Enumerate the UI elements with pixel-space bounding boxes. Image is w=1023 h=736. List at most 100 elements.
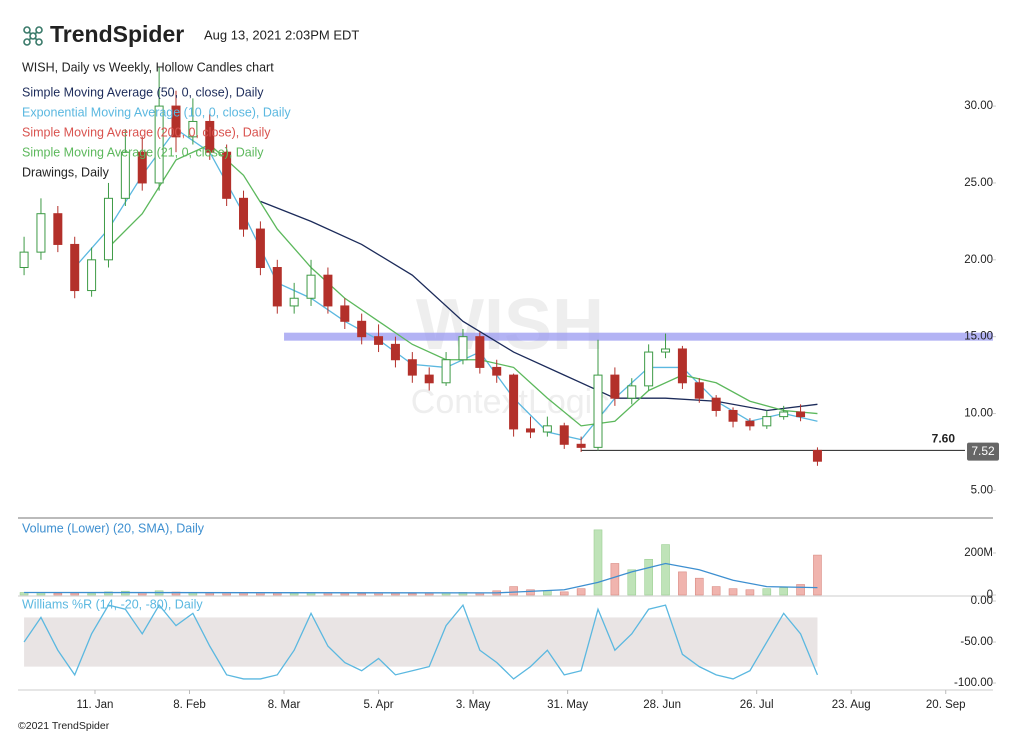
y-tick-label: 30.00 <box>964 100 993 112</box>
candle-body <box>357 320 367 338</box>
resistance-zone <box>284 332 993 341</box>
price-tag <box>967 442 999 461</box>
candle-body <box>171 105 181 138</box>
volume-bar <box>627 569 637 596</box>
y-tick-label: 0.00 <box>971 595 993 607</box>
volume-bar <box>53 593 63 596</box>
x-tick-label: 3. May <box>456 699 491 711</box>
candle-body <box>576 443 586 448</box>
candle-body <box>627 385 637 399</box>
candle-body <box>154 105 164 184</box>
candle-body <box>374 336 384 345</box>
legend-entry: Simple Moving Average (50, 0, close), Da… <box>22 85 264 99</box>
candle-body <box>796 411 806 418</box>
y-tick-label: 10.00 <box>964 408 993 420</box>
volume-bar <box>661 544 670 596</box>
candle-body <box>188 120 198 138</box>
candle-body <box>779 411 789 418</box>
candle-body <box>812 449 822 462</box>
candle-body <box>694 382 704 399</box>
volume-bar <box>576 588 586 596</box>
candle-body <box>441 359 451 384</box>
volume-bar <box>779 587 788 596</box>
volume-bar <box>559 591 569 596</box>
candle-body <box>593 374 603 448</box>
volume-bar <box>340 593 350 596</box>
volume-bar <box>205 592 215 596</box>
candle-body <box>70 243 80 292</box>
candle-body <box>222 151 232 199</box>
y-tick-label: -100.00 <box>954 677 993 689</box>
legend-entry: Drawings, Daily <box>22 165 110 179</box>
level-label: 7.60 <box>932 432 956 446</box>
volume-bar <box>610 563 620 596</box>
legend-entry: Williams %R (14, -20, -80), Daily <box>22 597 203 611</box>
y-tick-label: -50.00 <box>960 636 993 648</box>
candle-body <box>120 151 130 199</box>
volume-bar <box>796 584 805 596</box>
x-tick-label: 26. Jul <box>740 699 774 711</box>
candle-body <box>711 397 721 411</box>
candle-body <box>559 425 569 445</box>
candle-body <box>272 267 282 307</box>
indicator-line <box>260 200 818 412</box>
candle-body <box>458 336 468 361</box>
volume-bar <box>357 593 366 596</box>
candle-body <box>475 336 485 368</box>
volume-bar <box>644 558 653 596</box>
candle-body <box>542 425 552 433</box>
overbought-oversold-band <box>24 617 818 667</box>
x-tick-label: 8. Feb <box>173 699 206 711</box>
candle-body <box>137 151 147 184</box>
y-tick-label: 15.00 <box>964 331 993 343</box>
logo <box>23 26 43 46</box>
volume-bar <box>408 593 417 596</box>
y-tick-label: 200M <box>964 547 993 559</box>
y-tick-label: 5.00 <box>971 484 993 496</box>
volume-bar <box>711 586 721 596</box>
candle-body <box>239 197 249 230</box>
legend-entry: Volume (Lower) (20, SMA), Daily <box>22 521 205 535</box>
volume-bar <box>70 592 80 596</box>
candle-body <box>289 297 299 307</box>
candle-body <box>323 274 333 307</box>
candle-body <box>103 197 113 261</box>
legend-entry: Simple Moving Average (200, 0, close), D… <box>22 125 271 139</box>
volume-bar <box>813 554 822 596</box>
volume-bar <box>289 593 299 596</box>
y-tick-label: 25.00 <box>964 177 993 189</box>
candle-body <box>19 251 29 269</box>
volume-bar <box>745 589 755 596</box>
candle-body <box>255 228 265 269</box>
volume-bar <box>36 592 46 596</box>
x-tick-label: 28. Jun <box>643 699 681 711</box>
candle-body <box>340 305 350 322</box>
candle-body <box>492 366 502 376</box>
price-tag-label: 7.52 <box>971 444 995 458</box>
candle-body <box>306 274 316 299</box>
volume-bar <box>424 593 434 596</box>
indicator-line <box>24 562 818 594</box>
candle-body <box>36 213 46 253</box>
x-tick-label: 20. Sep <box>926 699 966 711</box>
volume-bar <box>272 592 282 596</box>
candle-body <box>677 348 687 384</box>
volume-bar <box>509 586 518 596</box>
candle-body <box>424 374 434 384</box>
y-tick-label: 20.00 <box>964 254 993 266</box>
chart-title: WISH, Daily vs Weekly, Hollow Candles ch… <box>22 60 274 74</box>
footer: ©2021 TrendSpider <box>18 720 110 732</box>
brand: TrendSpider <box>50 21 184 47</box>
candle-body <box>610 374 620 399</box>
x-tick-label: 31. May <box>547 699 588 711</box>
y-tick-label: 0 <box>987 589 993 601</box>
x-tick-label: 8. Mar <box>268 699 301 711</box>
candle-body <box>509 374 519 430</box>
x-tick-label: 5. Apr <box>364 699 394 711</box>
legend-entry: Simple Moving Average (21, 0, close), Da… <box>22 145 264 159</box>
x-tick-label: 11. Jan <box>77 699 114 711</box>
candle-body <box>407 359 417 376</box>
volume-bar <box>694 577 704 596</box>
